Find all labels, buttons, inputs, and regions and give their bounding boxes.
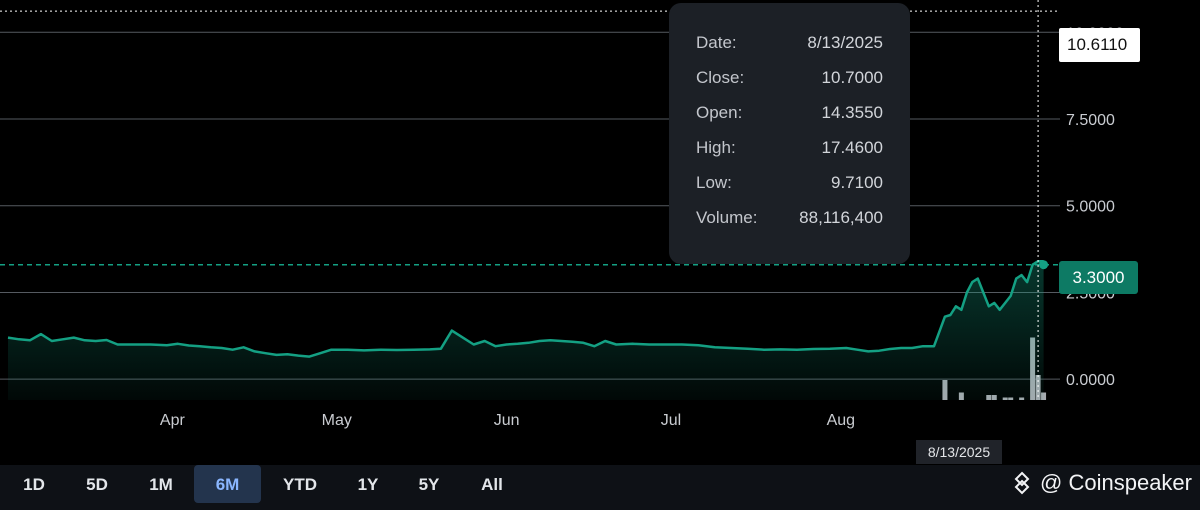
range-1y-button[interactable]: 1Y — [357, 475, 379, 494]
x-tick-label: Aug — [827, 412, 855, 429]
watermark-brand: @ Coinspeaker — [1010, 470, 1192, 496]
tooltip-row-low: Low: 9.7100 — [696, 173, 883, 192]
y-tick-label: 0.0000 — [1066, 372, 1115, 389]
tooltip-row-open: Open: 14.3550 — [696, 103, 883, 122]
last-price-label: 3.3000 — [1059, 261, 1138, 294]
y-tick-label: 5.0000 — [1066, 199, 1115, 216]
last-price-dot — [1039, 260, 1049, 270]
tooltip-row-close: Close: 10.7000 — [696, 68, 883, 87]
brand-label: @ Coinspeaker — [1040, 470, 1192, 495]
range-6m-button[interactable]: 6M — [194, 465, 261, 503]
tooltip-row-volume: Volume: 88,116,400 — [696, 208, 883, 227]
y-axis-panel — [1060, 0, 1200, 465]
crosshair-date-label: 8/13/2025 — [916, 440, 1002, 464]
price-chart[interactable]: 0.00002.50005.00007.500010.0000AprMayJun… — [0, 0, 1200, 465]
range-1m-button[interactable]: 1M — [149, 475, 173, 494]
ohlc-tooltip: Date: 8/13/2025 Close: 10.7000 Open: 14.355… — [669, 3, 910, 264]
x-tick-label: Apr — [160, 412, 186, 429]
range-5y-button[interactable]: 5Y — [418, 475, 440, 494]
tooltip-row-high: High: 17.4600 — [696, 138, 883, 157]
range-ytd-button[interactable]: YTD — [283, 475, 317, 494]
tooltip-row-date: Date: 8/13/2025 — [696, 33, 883, 52]
coinspeaker-logo-icon — [1014, 471, 1030, 495]
x-tick-label: May — [322, 412, 352, 429]
range-all-button[interactable]: All — [481, 475, 503, 494]
price-area — [8, 261, 1044, 400]
range-5d-button[interactable]: 5D — [86, 475, 108, 494]
x-tick-label: Jul — [661, 412, 681, 429]
range-1d-button[interactable]: 1D — [23, 475, 45, 494]
price-line — [7, 259, 1044, 358]
crosshair-price-label: 10.6110 — [1059, 28, 1140, 62]
y-tick-label: 7.5000 — [1066, 112, 1115, 129]
chart-area[interactable]: 0.00002.50005.00007.500010.0000AprMayJun… — [0, 0, 1200, 465]
x-tick-label: Jun — [494, 412, 520, 429]
